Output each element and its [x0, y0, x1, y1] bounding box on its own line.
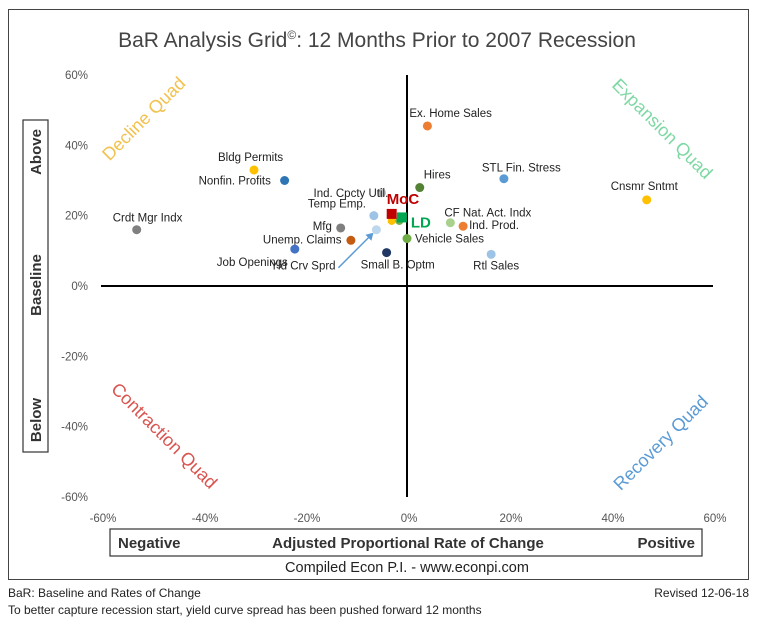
data-point — [422, 121, 432, 131]
quad-label-decline: Decline Quad — [98, 73, 189, 164]
data-point — [249, 165, 259, 175]
data-point — [336, 223, 346, 233]
data-point — [499, 174, 509, 184]
point-label: Nonfin. Profits — [199, 176, 271, 188]
x-tick-label: -20% — [294, 513, 321, 525]
x-tick-label: -60% — [90, 513, 117, 525]
point-label: Job Openings — [217, 257, 288, 269]
point-label: Ind. Prod. — [469, 220, 519, 232]
data-point — [486, 249, 496, 259]
y-tick-label: -20% — [61, 351, 88, 363]
x-tick-label: 20% — [499, 513, 522, 525]
data-point — [382, 248, 392, 258]
point-label: Vehicle Sales — [415, 234, 484, 246]
point-label: Ex. Home Sales — [409, 108, 492, 120]
quad-label-expansion: Expansion Quad — [608, 75, 716, 183]
point-label: Bldg Permits — [218, 152, 283, 164]
x-label-center: Adjusted Proportional Rate of Change — [272, 535, 544, 552]
y-label-above: Above — [28, 129, 45, 175]
point-label: Mfg — [313, 221, 332, 233]
data-point — [346, 235, 356, 245]
x-tick-label: 0% — [401, 513, 418, 525]
point-label: Rtl Sales — [473, 260, 519, 272]
data-point — [132, 225, 142, 235]
summary-marker-label: MoC — [387, 191, 420, 208]
point-label: Ind. Cpcty Util. — [314, 188, 389, 200]
data-point — [458, 221, 468, 231]
x-tick-label: 40% — [601, 513, 624, 525]
x-label-box — [109, 528, 703, 557]
footer-definition: BaR: Baseline and Rates of Change — [8, 586, 201, 600]
axes-layer: 60% 40% 20% 0% -20% -40% -60%-60% -40% -20% 0% 20%… — [61, 70, 726, 525]
y-tick-label: 60% — [65, 70, 88, 82]
footer-revised: Revised 12-06-18 — [654, 586, 749, 600]
point-label: Hires — [424, 170, 451, 182]
data-point — [369, 211, 379, 221]
y-label-below: Below — [28, 398, 45, 443]
point-label: Yld Crv Sprd — [270, 261, 335, 273]
quad-label-contraction: Contraction Quad — [107, 379, 221, 493]
copyright-mark: © — [287, 28, 296, 42]
summary-marker — [396, 212, 407, 223]
yield-curve-arrow — [337, 234, 372, 269]
summary-marker — [386, 208, 397, 219]
yield-curve-arrowhead — [365, 232, 374, 241]
data-points: Ex. Home Sales Bldg Permits Nonfin. Profit… — [113, 108, 679, 273]
quad-label-recovery: Recovery Quad — [609, 391, 712, 494]
point-label: Temp Emp. — [308, 199, 366, 211]
data-point — [290, 244, 300, 254]
point-label: Unemp. Claims — [263, 234, 342, 246]
compiled-credit: Compiled Econ P.I. - www.econpi.com — [285, 560, 529, 576]
point-label: STL Fin. Stress — [482, 163, 561, 175]
bar-analysis-chart: BaR Analysis Grid©: 12 Months Prior to 2… — [22, 28, 727, 576]
data-point — [642, 195, 652, 205]
y-tick-label: -40% — [61, 422, 88, 434]
data-point — [445, 218, 455, 228]
y-tick-label: 40% — [65, 140, 88, 152]
data-point — [402, 234, 412, 244]
y-tick-label: 20% — [65, 211, 88, 223]
data-point — [387, 216, 396, 225]
footer-note: To better capture recession start, yield… — [8, 603, 482, 617]
data-point — [377, 188, 386, 198]
x-label-negative: Negative — [118, 535, 181, 552]
y-tick-label: -60% — [61, 492, 88, 504]
x-label-positive: Positive — [637, 535, 695, 552]
y-label-baseline: Baseline — [28, 254, 45, 316]
data-point — [371, 225, 381, 235]
x-tick-label: 60% — [703, 513, 726, 525]
y-label-box — [22, 119, 49, 453]
point-label: Crdt Mgr Indx — [113, 213, 183, 225]
point-label: CF Nat. Act. Indx — [444, 208, 531, 220]
data-point — [280, 176, 290, 185]
title-rest: : 12 Months Prior to 2007 Recession — [296, 29, 636, 52]
chart-title: BaR Analysis Grid©: 12 Months Prior to 2… — [118, 28, 636, 52]
x-tick-label: -40% — [192, 513, 219, 525]
y-tick-label: 0% — [71, 281, 88, 293]
data-point — [415, 183, 425, 193]
chart-frame — [8, 9, 749, 580]
point-label: Cnsmr Sntmt — [611, 181, 679, 193]
summary-marker-label: LD — [411, 214, 431, 231]
point-label: Small B. Optm — [361, 260, 435, 272]
